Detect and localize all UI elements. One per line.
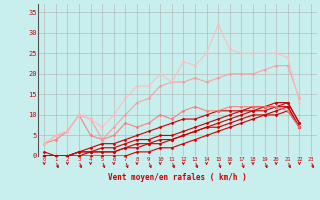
- X-axis label: Vent moyen/en rafales ( km/h ): Vent moyen/en rafales ( km/h ): [108, 173, 247, 182]
